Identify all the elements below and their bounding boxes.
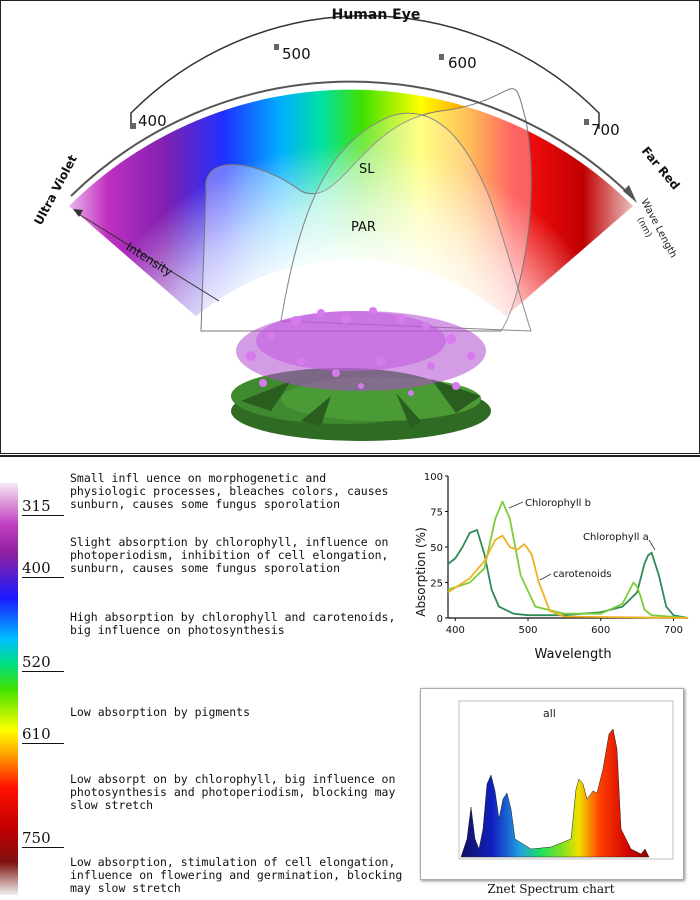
legend-chlorophyll-a: Chlorophyll a bbox=[583, 532, 649, 543]
znet-spectrum-area bbox=[460, 728, 650, 858]
wavelength-arrow bbox=[623, 185, 637, 203]
tick-label-600: 600 bbox=[448, 54, 477, 72]
band-nm-400: 400 bbox=[22, 560, 64, 578]
sl-curve bbox=[200, 88, 532, 332]
znet-caption: Znet Spectrum chart bbox=[487, 882, 615, 896]
intensity-arrow bbox=[76, 212, 220, 302]
znet-spectrum-svg: all bbox=[458, 700, 674, 860]
band-desc-610: Low absorption by pigments bbox=[70, 705, 251, 719]
human-eye-title: Human Eye bbox=[332, 7, 421, 23]
par-label: PAR bbox=[351, 220, 376, 235]
y-tick-label: 25 bbox=[430, 579, 443, 590]
absorption-series-0 bbox=[447, 529, 689, 619]
vertical-spectrum-bar bbox=[0, 483, 18, 895]
legend-chlorophyll-b: Chlorophyll b bbox=[525, 498, 591, 509]
x-tick-label: 500 bbox=[518, 625, 537, 636]
arc-spectrum-panel: SL PAR Human Eye 400 500 600 700 Ultra V… bbox=[0, 0, 700, 454]
x-tick-label: 700 bbox=[664, 625, 683, 636]
arc-spectrum-svg: SL PAR Human Eye 400 500 600 700 Ultra V… bbox=[31, 7, 683, 441]
absorption-chart: 0 25 50 75 100 400 500 600 700 Absorption (%) Wa… bbox=[414, 472, 689, 662]
absorption-xlabel: Wavelength bbox=[534, 647, 611, 662]
y-tick-label: 50 bbox=[430, 543, 443, 554]
tick-400 bbox=[131, 123, 136, 129]
znet-spectrum-chart: all bbox=[420, 688, 684, 880]
band-nm-520: 520 bbox=[22, 654, 64, 672]
spectrum-fade bbox=[69, 89, 633, 317]
tick-700 bbox=[584, 119, 589, 125]
legend-carotenoids: carotenoids bbox=[553, 569, 612, 580]
band-desc-520: High absorption by chlorophyll and carot… bbox=[70, 610, 396, 637]
band-nm-315: 315 bbox=[22, 498, 64, 516]
par-curve bbox=[280, 112, 532, 332]
intensity-arrowhead bbox=[73, 209, 83, 217]
wavelength-arc bbox=[70, 80, 632, 197]
znet-title: all bbox=[543, 707, 556, 720]
tick-500 bbox=[274, 44, 279, 50]
panel-divider bbox=[0, 455, 700, 457]
human-eye-bracket bbox=[130, 15, 600, 129]
tick-label-700: 700 bbox=[591, 121, 620, 139]
band-desc-400: Slight absorption by chlorophyll, influe… bbox=[70, 535, 389, 575]
tick-label-400: 400 bbox=[138, 112, 167, 130]
band-desc-750: Low absorpt on by chlorophyll, big influ… bbox=[70, 772, 396, 812]
absorption-series-1 bbox=[447, 500, 689, 619]
flowering-plant-image bbox=[231, 307, 491, 441]
tick-600 bbox=[439, 54, 444, 60]
band-desc-315: Small infl uence on morphogenetic and ph… bbox=[70, 471, 389, 511]
sl-label: SL bbox=[359, 162, 375, 177]
tick-label-500: 500 bbox=[282, 45, 311, 63]
x-tick-label: 600 bbox=[591, 625, 610, 636]
absorption-series-2 bbox=[447, 534, 689, 619]
ultra-violet-label: Ultra Violet bbox=[31, 152, 80, 227]
far-red-label: Far Red bbox=[639, 144, 683, 193]
band-desc-far: Low absorption, stimulation of cell elon… bbox=[70, 855, 403, 895]
y-tick-label: 75 bbox=[430, 508, 443, 519]
x-tick-label: 400 bbox=[446, 625, 465, 636]
y-tick-label: 0 bbox=[437, 614, 443, 625]
band-nm-750: 750 bbox=[22, 830, 64, 848]
band-nm-610: 610 bbox=[22, 726, 64, 744]
absorption-ylabel: Absorption (%) bbox=[414, 527, 428, 617]
y-tick-label: 100 bbox=[424, 472, 443, 483]
